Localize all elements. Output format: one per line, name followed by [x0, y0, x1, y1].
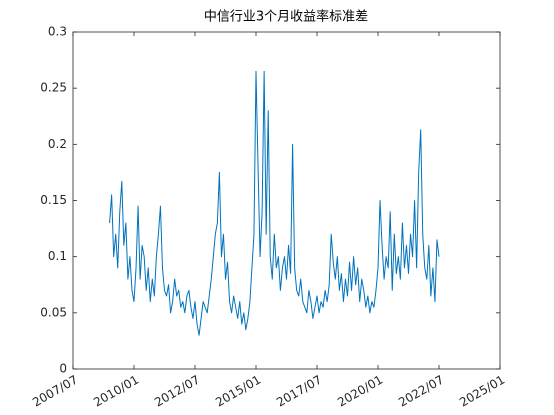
y-tick-label: 0 [59, 362, 67, 376]
y-tick-label: 0.25 [40, 81, 67, 95]
plot-area [72, 31, 501, 370]
y-tick-label: 0.15 [40, 193, 67, 207]
line-series [109, 70, 440, 336]
y-tick-label: 0.05 [40, 305, 67, 319]
y-tick-label: 0.2 [48, 137, 67, 151]
y-tick-label: 0.3 [48, 25, 67, 39]
chart-title: 中信行业3个月收益率标准差 [204, 9, 368, 25]
y-tick-label: 0.1 [48, 249, 67, 263]
